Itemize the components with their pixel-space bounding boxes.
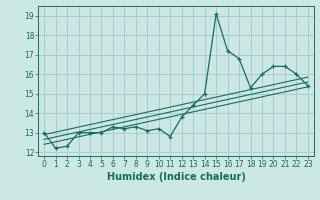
X-axis label: Humidex (Indice chaleur): Humidex (Indice chaleur) bbox=[107, 172, 245, 182]
